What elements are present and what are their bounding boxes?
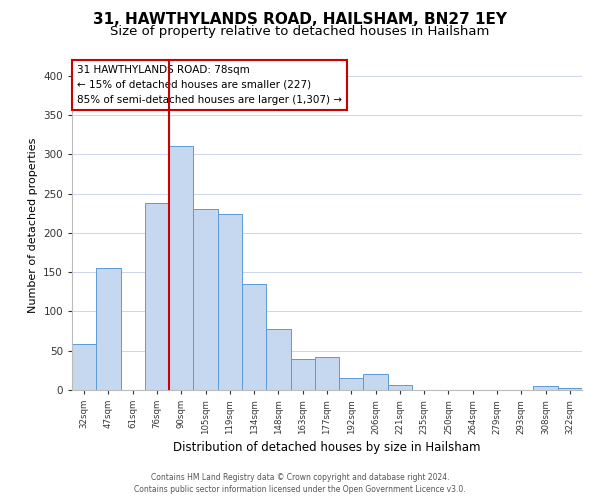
Bar <box>242 284 266 390</box>
Bar <box>290 358 315 390</box>
Bar <box>558 388 582 390</box>
Bar <box>169 146 193 390</box>
Bar <box>315 357 339 390</box>
Text: 31, HAWTHYLANDS ROAD, HAILSHAM, BN27 1EY: 31, HAWTHYLANDS ROAD, HAILSHAM, BN27 1EY <box>93 12 507 28</box>
Bar <box>266 328 290 390</box>
Text: 31 HAWTHYLANDS ROAD: 78sqm
← 15% of detached houses are smaller (227)
85% of sem: 31 HAWTHYLANDS ROAD: 78sqm ← 15% of deta… <box>77 65 342 104</box>
Bar <box>72 344 96 390</box>
Bar <box>96 268 121 390</box>
X-axis label: Distribution of detached houses by size in Hailsham: Distribution of detached houses by size … <box>173 441 481 454</box>
Y-axis label: Number of detached properties: Number of detached properties <box>28 138 38 312</box>
Text: Size of property relative to detached houses in Hailsham: Size of property relative to detached ho… <box>110 25 490 38</box>
Text: Contains HM Land Registry data © Crown copyright and database right 2024.
Contai: Contains HM Land Registry data © Crown c… <box>134 472 466 494</box>
Bar <box>364 374 388 390</box>
Bar <box>388 384 412 390</box>
Bar <box>533 386 558 390</box>
Bar <box>193 210 218 390</box>
Bar <box>145 203 169 390</box>
Bar <box>339 378 364 390</box>
Bar <box>218 214 242 390</box>
